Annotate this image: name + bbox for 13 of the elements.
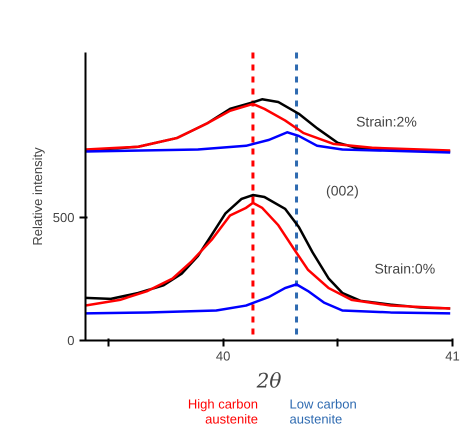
x-tick-label: 40 bbox=[216, 348, 230, 364]
annotation: Strain:0% bbox=[374, 260, 436, 276]
y-tick-label: 500 bbox=[52, 210, 75, 225]
x-axis-title: 2θ bbox=[256, 368, 282, 392]
ref-line-label: Low carbon austenite bbox=[290, 396, 357, 426]
ref-line-label: High carbon austenite bbox=[188, 396, 258, 426]
x-tick-label: 41 bbox=[445, 348, 460, 364]
annotation: (002) bbox=[326, 182, 359, 199]
y-tick-label: 0 bbox=[67, 333, 75, 348]
line-series bbox=[86, 283, 452, 315]
annotation: Strain:2% bbox=[356, 114, 417, 130]
line-series bbox=[86, 131, 452, 154]
y-axis-title: Relative intensity bbox=[30, 146, 45, 246]
